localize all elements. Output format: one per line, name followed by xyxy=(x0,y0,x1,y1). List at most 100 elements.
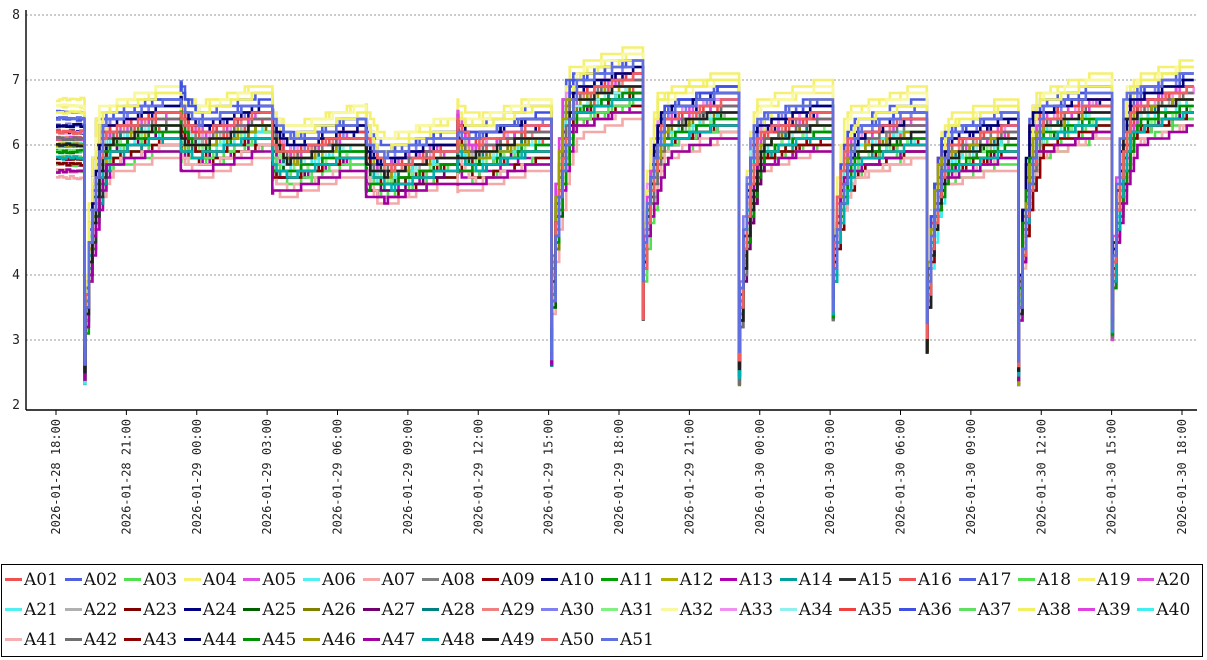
x-tick-label: 2026-01-30 18:00 xyxy=(1175,419,1189,535)
legend-item-A36: A36 xyxy=(899,596,952,624)
legend-swatch xyxy=(720,578,738,581)
legend-label: A11 xyxy=(620,570,654,590)
legend-label: A20 xyxy=(1156,570,1191,590)
x-tick-label: 2026-01-29 18:00 xyxy=(612,419,626,535)
legend-item-A05: A05 xyxy=(243,566,296,594)
legend-item-A21: A21 xyxy=(5,596,58,624)
series-line-A07 xyxy=(56,117,1194,368)
legend-swatch xyxy=(362,638,380,641)
legend-item-A19: A19 xyxy=(1077,566,1131,594)
legend-label: A47 xyxy=(381,630,416,650)
legend-label: A49 xyxy=(500,630,535,650)
legend-item-A23: A23 xyxy=(124,596,177,624)
legend-label: A42 xyxy=(83,630,118,650)
legend-swatch xyxy=(362,578,380,581)
legend-item-A48: A48 xyxy=(422,626,475,654)
x-tick-label: 2026-01-28 21:00 xyxy=(119,419,133,535)
legend-item-A18: A18 xyxy=(1018,566,1071,594)
x-tick-label: 2026-01-28 18:00 xyxy=(49,419,63,535)
legend-item-A47: A47 xyxy=(362,626,416,654)
legend-item-A16: A16 xyxy=(899,566,952,594)
y-tick-label: 6 xyxy=(12,138,20,153)
legend-item-A30: A30 xyxy=(541,596,594,624)
x-tick-label: 2026-01-29 21:00 xyxy=(682,419,696,535)
legend-item-A27: A27 xyxy=(362,596,416,624)
legend-swatch xyxy=(64,608,82,611)
legend-item-A17: A17 xyxy=(958,566,1012,594)
legend-swatch xyxy=(64,578,82,581)
x-tick-label: 2026-01-30 09:00 xyxy=(964,419,978,535)
legend-item-A49: A49 xyxy=(481,626,535,654)
legend-item-A22: A22 xyxy=(64,596,118,624)
legend-item-A04: A04 xyxy=(183,566,237,594)
legend-swatch xyxy=(481,608,499,611)
legend-item-A08: A08 xyxy=(422,566,475,594)
x-tick-label: 2026-01-30 03:00 xyxy=(823,419,837,535)
legend-swatch xyxy=(541,608,559,611)
legend-label: A02 xyxy=(83,570,118,590)
legend-label: A40 xyxy=(1156,600,1191,620)
legend-item-A25: A25 xyxy=(243,596,296,624)
legend-swatch xyxy=(1077,608,1095,611)
legend-swatch xyxy=(1018,608,1036,611)
legend-swatch xyxy=(601,578,618,581)
legend-item-A14: A14 xyxy=(779,566,833,594)
legend-swatch xyxy=(660,608,678,611)
legend-item-A39: A39 xyxy=(1077,596,1131,624)
legend-swatch xyxy=(958,608,976,611)
legend-item-A15: A15 xyxy=(839,566,892,594)
legend-label: A01 xyxy=(24,570,58,590)
legend-swatch xyxy=(5,578,22,581)
legend-item-A41: A41 xyxy=(5,626,58,654)
legend-swatch xyxy=(779,578,797,581)
legend-item-A07: A07 xyxy=(362,566,416,594)
legend-label: A34 xyxy=(798,600,833,620)
legend-item-A32: A32 xyxy=(660,596,714,624)
legend-swatch xyxy=(303,578,320,581)
y-tick-label: 2 xyxy=(12,398,20,413)
legend-swatch xyxy=(899,578,916,581)
legend-item-A31: A31 xyxy=(601,596,654,624)
legend-label: A04 xyxy=(202,570,237,590)
legend-item-A12: A12 xyxy=(660,566,714,594)
legend-item-A10: A10 xyxy=(541,566,594,594)
legend-item-A33: A33 xyxy=(720,596,773,624)
legend-label: A27 xyxy=(381,600,416,620)
legend-label: A10 xyxy=(560,570,595,590)
x-tick-label: 2026-01-29 12:00 xyxy=(471,419,485,535)
legend-swatch xyxy=(5,608,22,611)
legend-swatch xyxy=(183,638,201,641)
legend-item-A03: A03 xyxy=(124,566,177,594)
legend-swatch xyxy=(124,578,142,581)
legend-swatch xyxy=(183,578,201,581)
legend-label: A26 xyxy=(322,600,356,620)
legend-swatch xyxy=(422,608,440,611)
legend-item-A20: A20 xyxy=(1137,566,1190,594)
legend-item-A51: A51 xyxy=(601,626,654,654)
legend-item-A11: A11 xyxy=(601,566,654,594)
legend-label: A13 xyxy=(739,570,774,590)
legend-label: A14 xyxy=(798,570,833,590)
x-tick-label: 2026-01-30 12:00 xyxy=(1034,419,1048,535)
series-line-A48 xyxy=(56,98,1194,379)
legend-label: A05 xyxy=(262,570,297,590)
legend-swatch xyxy=(124,608,142,611)
legend-item-A28: A28 xyxy=(422,596,475,624)
legend-swatch xyxy=(1137,608,1155,611)
x-tick-label: 2026-01-29 03:00 xyxy=(260,419,274,535)
legend-item-A40: A40 xyxy=(1137,596,1190,624)
legend-label: A15 xyxy=(858,570,893,590)
legend-label: A16 xyxy=(918,570,952,590)
legend-label: A51 xyxy=(620,630,654,650)
legend-label: A39 xyxy=(1096,600,1131,620)
legend-swatch xyxy=(243,608,261,611)
legend-item-A06: A06 xyxy=(303,566,356,594)
legend-label: A45 xyxy=(262,630,297,650)
x-tick-label: 2026-01-30 00:00 xyxy=(753,419,767,535)
y-tick-label: 8 xyxy=(12,8,20,23)
legend-item-A45: A45 xyxy=(243,626,296,654)
legend-swatch xyxy=(720,608,738,611)
legend-label: A33 xyxy=(739,600,774,620)
legend-label: A17 xyxy=(977,570,1012,590)
legend-swatch xyxy=(422,638,440,641)
